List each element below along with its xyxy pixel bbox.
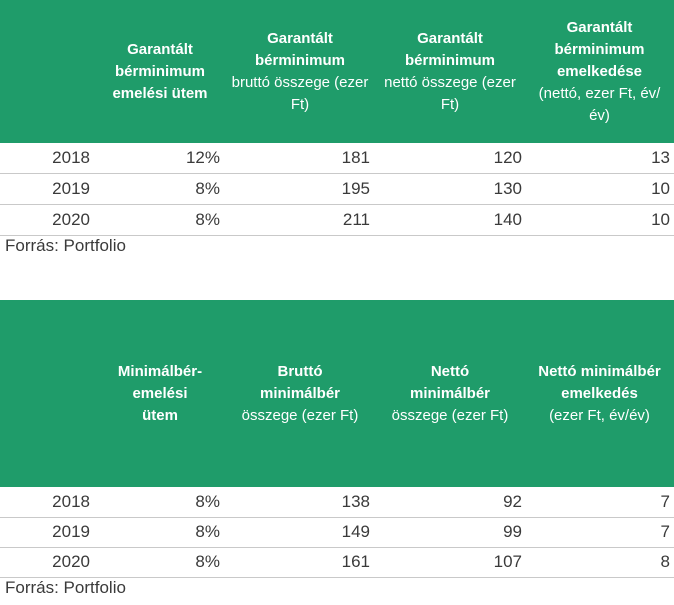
table1-header-col3: Garantált bérminimum nettó összege (ezer…	[375, 0, 525, 143]
header-subtitle: bruttó összege (ezer Ft)	[231, 73, 369, 113]
source-note: Forrás: Portfolio	[5, 236, 126, 255]
cell-rate: 8%	[195, 522, 220, 541]
cell-increase: 13	[651, 148, 670, 167]
header-title: Minimálbér-emelési ütem	[117, 362, 203, 424]
table-row: 2018 12% 181 120 13	[0, 143, 674, 174]
header-subtitle: nettó összege (ezer Ft)	[384, 73, 516, 113]
table1-header-col2: Garantált bérminimum bruttó összege (eze…	[225, 0, 375, 143]
cell-year: 2019	[52, 179, 90, 198]
table2-header-col2: Bruttó minimálbér összege (ezer Ft)	[225, 300, 375, 487]
header-subtitle: összege (ezer Ft)	[391, 406, 509, 424]
cell-year: 2020	[52, 552, 90, 571]
cell-gross: 181	[341, 148, 370, 167]
header-subtitle: összege (ezer Ft)	[241, 406, 359, 424]
cell-gross: 211	[342, 210, 370, 229]
header-title: Nettó minimálbér emelkedés	[538, 362, 661, 402]
table1-header-col4: Garantált bérminimum emelkedése (nettó, …	[525, 0, 674, 143]
cell-year: 2018	[52, 148, 90, 167]
table-row: 2019 8% 195 130 10	[0, 174, 674, 205]
cell-rate: 8%	[195, 492, 220, 511]
cell-gross: 161	[341, 552, 370, 571]
table-row: 2020 8% 211 140 10	[0, 205, 674, 236]
table1-header: Garantált bérminimum emelési ütem Garant…	[0, 0, 674, 143]
header-subtitle: (ezer Ft, év/év)	[549, 406, 650, 424]
cell-net: 99	[503, 522, 522, 541]
header-title: Nettó minimálbér	[409, 362, 491, 402]
cell-year: 2019	[52, 522, 90, 541]
table-row: 2018 8% 138 92 7	[0, 487, 674, 518]
table2-header-col3: Nettó minimálbér összege (ezer Ft)	[375, 300, 525, 487]
cell-net: 107	[493, 552, 522, 571]
cell-gross: 138	[341, 492, 370, 511]
table2-header-col4: Nettó minimálbér emelkedés (ezer Ft, év/…	[525, 300, 674, 487]
cell-net: 140	[493, 210, 522, 229]
cell-gross: 149	[341, 522, 370, 541]
cell-increase: 7	[660, 522, 670, 541]
cell-increase: 8	[660, 552, 670, 571]
cell-rate: 8%	[195, 210, 220, 229]
cell-gross: 195	[341, 179, 370, 198]
header-title: Garantált bérminimum emelési ütem	[112, 40, 208, 102]
header-title: Garantált bérminimum	[254, 29, 345, 69]
cell-rate: 8%	[195, 552, 220, 571]
cell-net: 130	[493, 179, 522, 198]
cell-increase: 10	[651, 179, 670, 198]
cell-year: 2020	[52, 210, 90, 229]
source-note: Forrás: Portfolio	[5, 578, 126, 597]
header-title: Garantált bérminimum emelkedése	[554, 18, 645, 80]
table1-header-col1: Garantált bérminimum emelési ütem	[95, 0, 225, 143]
table2-header: Minimálbér-emelési ütem Bruttó minimálbé…	[0, 300, 674, 487]
table2-header-col1: Minimálbér-emelési ütem	[95, 300, 225, 487]
cell-year: 2018	[52, 492, 90, 511]
header-title: Garantált bérminimum	[404, 29, 495, 69]
cell-increase: 7	[660, 492, 670, 511]
table-row: 2020 8% 161 107 8	[0, 547, 674, 578]
cell-rate: 8%	[195, 179, 220, 198]
header-subtitle: (nettó, ezer Ft, év/év)	[538, 84, 661, 124]
table-row: 2019 8% 149 99 7	[0, 517, 674, 548]
cell-rate: 12%	[185, 148, 220, 167]
cell-net: 120	[493, 148, 522, 167]
cell-net: 92	[503, 492, 522, 511]
header-title: Bruttó minimálbér	[259, 362, 341, 402]
cell-increase: 10	[651, 210, 670, 229]
